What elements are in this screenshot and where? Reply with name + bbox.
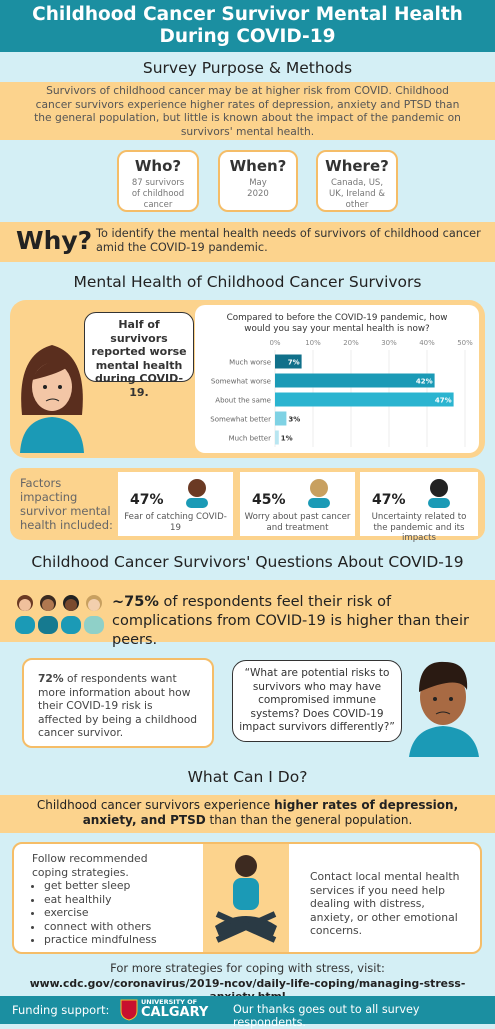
factor-value: 47% bbox=[372, 492, 406, 508]
chart-title-line: would you say your mental health is now? bbox=[244, 324, 430, 334]
coping-item: get better sleep bbox=[44, 879, 192, 893]
card-text: Canada, US, UK, Ireland & other bbox=[329, 178, 385, 210]
thanks: Our thanks goes out to all survey respon… bbox=[233, 1003, 420, 1029]
coping-list: get better sleepeat healthilyexercisecon… bbox=[32, 879, 192, 947]
logo-bottom: CALGARY bbox=[141, 1005, 209, 1020]
value-label: 3% bbox=[288, 416, 300, 424]
purpose-text: Survivors of childhood cancer may be at … bbox=[0, 82, 495, 140]
x-tick-label: 30% bbox=[381, 339, 397, 347]
card-title: When? bbox=[229, 157, 287, 175]
statement-text: Childhood cancer survivors experience bbox=[36, 798, 271, 812]
icon-head bbox=[310, 479, 328, 497]
card-title: Where? bbox=[325, 157, 389, 175]
factor-value: 45% bbox=[252, 492, 286, 508]
icon-body bbox=[186, 498, 208, 508]
x-tick-label: 10% bbox=[305, 339, 321, 347]
info-card: Where? Canada, US, UK, Ireland & other bbox=[316, 150, 398, 212]
statement: Childhood cancer survivors experience hi… bbox=[0, 795, 495, 833]
chart-title: Compared to before the COVID-19 pandemic… bbox=[227, 313, 448, 334]
meditation-illustration bbox=[215, 855, 277, 943]
why-band: Why? To identify the mental health needs… bbox=[0, 222, 495, 262]
y-tick-label: Much better bbox=[229, 435, 272, 443]
risk-text: ~75% of respondents feel their risk of c… bbox=[112, 593, 487, 650]
factor-icon bbox=[428, 479, 450, 508]
factor-text: Worry about past cancer and treatment bbox=[244, 512, 351, 533]
x-tick-label: 20% bbox=[343, 339, 359, 347]
people-icons bbox=[15, 595, 104, 634]
factor-card: 45% Worry about past cancer and treatment bbox=[240, 472, 355, 536]
factor-value: 47% bbox=[130, 492, 164, 508]
x-tick-label: 50% bbox=[457, 339, 473, 347]
coping-intro: Follow recommended coping strategies. bbox=[32, 852, 148, 879]
bar bbox=[275, 392, 454, 407]
risk-rest: of respondents feel their risk of compli… bbox=[112, 594, 469, 648]
speech-bubble: Half of survivors reported worse mental … bbox=[84, 312, 194, 399]
value-label: 7% bbox=[288, 359, 300, 367]
why-title: Why? bbox=[16, 226, 93, 255]
chart-title-line: Compared to before the COVID-19 pandemic… bbox=[227, 313, 448, 323]
value-label: 1% bbox=[281, 435, 293, 443]
risk-band: ~75% of respondents feel their risk of c… bbox=[0, 580, 495, 648]
coping: Follow recommended coping strategies. ge… bbox=[32, 852, 192, 947]
bar bbox=[275, 354, 302, 369]
title: Childhood Cancer Survivor Mental Health … bbox=[32, 4, 463, 47]
factors-label: Factors impacting survivor mental health… bbox=[20, 476, 113, 532]
info-card: 72% of respondents want more information… bbox=[22, 658, 214, 748]
info-rest: of respondents want more information abo… bbox=[38, 672, 198, 739]
icon-head bbox=[188, 479, 206, 497]
card-text: 87 survivors of childhood cancer bbox=[131, 178, 185, 210]
factor-icon bbox=[186, 479, 208, 508]
logo-shield bbox=[120, 999, 138, 1021]
coping-item: connect with others bbox=[44, 920, 192, 934]
icon-body bbox=[428, 498, 450, 508]
section-heading: Mental Health of Childhood Cancer Surviv… bbox=[73, 273, 422, 291]
footer: Funding support: UNIVERSITY OF CALGARY O… bbox=[0, 996, 495, 1029]
bar bbox=[275, 430, 279, 445]
coping-item: exercise bbox=[44, 906, 192, 920]
section-heading: Childhood Cancer Survivors' Questions Ab… bbox=[31, 553, 464, 571]
factor-text: Fear of catching COVID-19 bbox=[124, 512, 227, 533]
man-illustration bbox=[409, 661, 479, 757]
contact-text: Contact local mental health services if … bbox=[310, 870, 460, 937]
header: Childhood Cancer Survivor Mental Health … bbox=[0, 0, 495, 52]
info-card: Who? 87 survivors of childhood cancer bbox=[117, 150, 199, 212]
bar bbox=[275, 373, 435, 388]
value-label: 47% bbox=[435, 397, 452, 405]
y-tick-label: Somewhat worse bbox=[211, 378, 271, 386]
bar bbox=[275, 411, 287, 426]
coping-item: practice mindfulness bbox=[44, 933, 192, 947]
woman-illustration bbox=[20, 345, 84, 453]
factor-icon bbox=[308, 479, 330, 508]
info-card: When? May 2020 bbox=[218, 150, 298, 212]
icon-head bbox=[430, 479, 448, 497]
icon-body bbox=[308, 498, 330, 508]
chart: Compared to before the COVID-19 pandemic… bbox=[210, 313, 473, 447]
quote-bubble: “What are potential risks to survivors w… bbox=[232, 660, 402, 742]
x-tick-label: 40% bbox=[419, 339, 435, 347]
funding: Funding support: bbox=[12, 1003, 110, 1017]
more-text: For more strategies for coping with stre… bbox=[110, 961, 385, 975]
risk-bold: ~75% bbox=[112, 594, 159, 610]
factor-card: 47% Fear of catching COVID-19 bbox=[118, 472, 233, 536]
statement-bold: higher rates of depression, anxiety, and… bbox=[82, 798, 459, 827]
info-bold: 72% bbox=[38, 672, 64, 685]
factor-text: Uncertainty related to the pandemic and … bbox=[371, 512, 467, 543]
y-tick-label: Much worse bbox=[229, 359, 271, 367]
statement-text: than than the general population. bbox=[209, 813, 413, 827]
x-tick-label: 0% bbox=[269, 339, 280, 347]
factor-card: 47% Uncertainty related to the pandemic a… bbox=[360, 472, 478, 543]
why-text: To identify the mental health needs of s… bbox=[96, 227, 481, 254]
card-text: May 2020 bbox=[247, 178, 269, 199]
y-tick-label: Somewhat better bbox=[210, 416, 271, 424]
coping-item: eat healthily bbox=[44, 893, 192, 907]
meditation-panel bbox=[203, 844, 289, 952]
section-heading: Survey Purpose & Methods bbox=[142, 59, 353, 77]
card-title: Who? bbox=[134, 157, 182, 175]
section-heading: What Can I Do? bbox=[187, 768, 308, 786]
y-tick-label: About the same bbox=[215, 397, 271, 405]
logo-top: UNIVERSITY OF bbox=[141, 998, 198, 1006]
value-label: 42% bbox=[416, 378, 433, 386]
